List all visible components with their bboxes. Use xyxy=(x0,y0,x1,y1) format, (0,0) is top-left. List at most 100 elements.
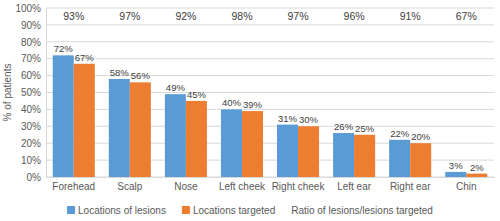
data-label: 31% xyxy=(278,113,298,124)
bar xyxy=(466,174,487,177)
y-tick: 100% xyxy=(15,3,46,14)
data-label: 30% xyxy=(299,114,319,125)
bar xyxy=(277,125,298,177)
x-tick-label: Nose xyxy=(174,181,198,192)
y-tick-label: 0% xyxy=(27,172,42,183)
y-tick-label: 70% xyxy=(21,53,41,64)
y-tick-label: 60% xyxy=(21,70,41,81)
y-tick: 80% xyxy=(21,37,46,48)
y-tick: 70% xyxy=(21,53,46,64)
bar xyxy=(109,79,130,177)
bar xyxy=(410,143,431,177)
y-tick: 60% xyxy=(21,70,46,81)
grid xyxy=(46,8,494,177)
legend-swatch xyxy=(67,206,75,214)
y-tick-label: 10% xyxy=(21,155,41,166)
bar xyxy=(186,101,207,177)
x-tick-label: Left ear xyxy=(337,181,372,192)
x-tick-label: Left cheek xyxy=(219,181,266,192)
x-tick: Left ear xyxy=(337,177,372,192)
y-axis-title: % of patients xyxy=(2,64,13,122)
y-tick-label: 20% xyxy=(21,138,41,149)
bar xyxy=(389,140,410,177)
chart: 0% 10% 20% 30% 40% 50% 60% 70% 80% 90% 100% % of pa… xyxy=(0,0,500,221)
bar xyxy=(354,135,375,177)
y-tick: 10% xyxy=(21,155,46,166)
data-label: 20% xyxy=(411,131,431,142)
ratio-label: 92% xyxy=(175,10,196,22)
legend-label: Locations of lesions xyxy=(78,205,166,216)
y-tick: 0% xyxy=(27,172,46,183)
data-label: 49% xyxy=(166,82,186,93)
data-labels: 72%58%49%40%31%26%22%3%67%56%45%39%30%25… xyxy=(54,43,484,172)
x-tick-label: Chin xyxy=(456,181,477,192)
bar xyxy=(130,82,151,177)
bar xyxy=(53,55,74,177)
data-label: 58% xyxy=(110,67,130,78)
ratio-label: 97% xyxy=(288,10,309,22)
x-tick-label: Right ear xyxy=(390,181,431,192)
grid-line xyxy=(46,41,494,42)
x-tick: Forehead xyxy=(52,177,95,192)
data-label: 40% xyxy=(222,97,242,108)
ratio-label: 98% xyxy=(231,10,252,22)
y-tick: 40% xyxy=(21,104,46,115)
x-tick-label: Forehead xyxy=(52,181,95,192)
data-label: 56% xyxy=(131,70,151,81)
x-axis-line xyxy=(47,177,495,178)
legend-item: Ratio of lesions/lesions targeted xyxy=(291,205,433,216)
y-axis-line xyxy=(46,9,47,178)
bar xyxy=(74,64,95,177)
x-axis: Forehead Scalp Nose Left cheek Right cheek Le… xyxy=(47,177,495,192)
y-tick-label: 50% xyxy=(21,87,41,98)
x-tick-label: Scalp xyxy=(117,181,142,192)
y-axis: 0% 10% 20% 30% 40% 50% 60% 70% 80% 90% 100% xyxy=(15,3,46,183)
legend-item: Locations of lesions xyxy=(67,205,166,216)
ratio-label: 97% xyxy=(119,10,140,22)
y-tick-label: 90% xyxy=(21,20,41,31)
bars xyxy=(53,55,488,177)
x-tick: Scalp xyxy=(117,177,142,192)
bar xyxy=(221,109,242,177)
ratio-label: 93% xyxy=(63,10,84,22)
y-tick-label: 40% xyxy=(21,104,41,115)
data-label: 39% xyxy=(243,99,263,110)
data-label: 67% xyxy=(75,52,95,63)
y-tick-label: 30% xyxy=(21,121,41,132)
y-tick: 30% xyxy=(21,121,46,132)
data-label: 72% xyxy=(54,43,74,54)
x-tick: Right ear xyxy=(390,177,431,192)
y-tick: 20% xyxy=(21,138,46,149)
ratio-row: 93% 97% 92% 98% 97% 96% 91% 67% xyxy=(63,10,477,22)
data-label: 2% xyxy=(470,162,484,173)
legend: Locations of lesions Locations targeted Ra… xyxy=(67,205,433,216)
x-tick: Left cheek xyxy=(219,177,266,192)
y-tick: 90% xyxy=(21,20,46,31)
bar xyxy=(298,126,319,177)
bar xyxy=(165,94,186,177)
y-tick: 50% xyxy=(21,87,46,98)
bar xyxy=(242,111,263,177)
data-label: 25% xyxy=(355,123,375,134)
legend-item: Locations targeted xyxy=(182,205,275,216)
grid-line xyxy=(46,58,494,59)
x-tick: Nose xyxy=(174,177,198,192)
x-tick-label: Right cheek xyxy=(272,181,326,192)
legend-label: Ratio of lesions/lesions targeted xyxy=(291,205,433,216)
x-tick: Right cheek xyxy=(272,177,326,192)
ratio-label: 96% xyxy=(344,10,365,22)
ratio-label: 67% xyxy=(456,10,477,22)
bar xyxy=(333,133,354,177)
y-tick-label: 80% xyxy=(21,37,41,48)
grid-line xyxy=(46,8,494,9)
data-label: 3% xyxy=(449,160,463,171)
data-label: 45% xyxy=(187,89,207,100)
bar xyxy=(445,172,466,177)
x-tick: Chin xyxy=(456,177,477,192)
grid-line xyxy=(46,24,494,25)
ratio-label: 91% xyxy=(400,10,421,22)
legend-swatch xyxy=(182,206,190,214)
y-tick-label: 100% xyxy=(15,3,41,14)
data-label: 26% xyxy=(334,121,354,132)
legend-label: Locations targeted xyxy=(193,205,275,216)
